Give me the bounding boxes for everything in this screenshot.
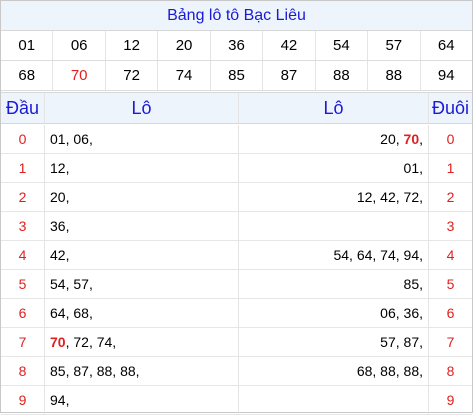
cell-lo-right: 20, 70,: [239, 125, 429, 153]
table-title: Bảng lô tô Bạc Liêu: [1, 1, 472, 31]
cell-duoi: 2: [446, 189, 455, 205]
cell-dau: 0: [1, 125, 45, 153]
number-cell: 54: [316, 31, 369, 60]
number-cell: 87: [263, 61, 316, 90]
cell-duoi: 8: [446, 363, 455, 379]
cell-lo-left: 85, 87, 88, 88,: [45, 357, 239, 385]
number-cell: 68: [1, 61, 54, 90]
number-cell: 70: [53, 61, 106, 90]
number-cell: 12: [106, 31, 159, 60]
cell-dau: 1: [1, 154, 45, 182]
cell-duoi: 7: [446, 334, 455, 350]
cell-lo-left: 94,: [45, 386, 239, 414]
table-row: 9 94, 9: [1, 386, 472, 415]
cell-duoi: 3: [446, 218, 455, 234]
header-lo-left: Lô: [45, 93, 239, 123]
table-row: 5 54, 57, 85, 5: [1, 270, 472, 299]
cell-lo-left: 70, 72, 74,: [45, 328, 239, 356]
cell-duoi: 4: [446, 247, 455, 263]
cell-dau: 5: [1, 270, 45, 298]
cell-lo-left: 01, 06,: [45, 125, 239, 153]
cell-lo-right: 57, 87,: [239, 328, 429, 356]
number-cell: 42: [263, 31, 316, 60]
header-dau: Đầu: [1, 93, 45, 123]
cell-lo-left: 54, 57,: [45, 270, 239, 298]
number-cell: 74: [158, 61, 211, 90]
cell-dau: 6: [1, 299, 45, 327]
table-row: 7 70, 72, 74, 57, 87, 7: [1, 328, 472, 357]
table-row: 4 42, 54, 64, 74, 94, 4: [1, 241, 472, 270]
cell-duoi: 6: [446, 305, 455, 321]
number-cell: 64: [437, 37, 455, 54]
number-cell: 88: [368, 61, 421, 90]
cell-lo-right: [239, 212, 429, 240]
number-cell: 88: [316, 61, 369, 90]
cell-dau: 7: [1, 328, 45, 356]
cell-lo-right: [239, 386, 429, 414]
cell-lo-right: 54, 64, 74, 94,: [239, 241, 429, 269]
number-cell: 57: [368, 31, 421, 60]
cell-duoi: 5: [446, 276, 455, 292]
cell-lo-left: 64, 68,: [45, 299, 239, 327]
table-row: 1 12, 01, 1: [1, 154, 472, 183]
cell-duoi: 9: [446, 392, 455, 408]
highlight-number: 70: [50, 334, 66, 350]
cell-duoi: 0: [446, 131, 455, 147]
table-row: 0 01, 06, 20, 70, 0: [1, 125, 472, 154]
number-cell: 36: [211, 31, 264, 60]
cell-dau: 8: [1, 357, 45, 385]
cell-lo-right: 06, 36,: [239, 299, 429, 327]
number-cell: 06: [53, 31, 106, 60]
cell-duoi: 1: [446, 160, 455, 176]
table-row: 8 85, 87, 88, 88, 68, 88, 88, 8: [1, 357, 472, 386]
number-cell: 20: [158, 31, 211, 60]
cell-lo-left: 42,: [45, 241, 239, 269]
cell-lo-right: 68, 88, 88,: [239, 357, 429, 385]
number-cell: 01: [1, 31, 54, 60]
table-row: 6 64, 68, 06, 36, 6: [1, 299, 472, 328]
cell-lo-left: 12,: [45, 154, 239, 182]
numbers-row-2: 68 70 72 74 85 87 88 88 94: [1, 61, 472, 91]
cell-dau: 9: [1, 386, 45, 414]
cell-lo-left: 36,: [45, 212, 239, 240]
header-duoi: Đuôi: [431, 98, 470, 118]
number-cell: 94: [437, 67, 455, 84]
highlight-number: 70: [403, 131, 420, 147]
table-header: Đầu Lô Lô Đuôi: [1, 92, 472, 124]
table-row: 3 36, 3: [1, 212, 472, 241]
cell-dau: 2: [1, 183, 45, 211]
table-row: 2 20, 12, 42, 72, 2: [1, 183, 472, 212]
cell-lo-right: 85,: [239, 270, 429, 298]
cell-dau: 3: [1, 212, 45, 240]
cell-dau: 4: [1, 241, 45, 269]
cell-lo-right: 01,: [239, 154, 429, 182]
cell-lo-right: 12, 42, 72,: [239, 183, 429, 211]
cell-lo-left: 20,: [45, 183, 239, 211]
numbers-row-1: 01 06 12 20 36 42 54 57 64: [1, 31, 472, 61]
number-cell: 85: [211, 61, 264, 90]
number-cell: 72: [106, 61, 159, 90]
header-lo-right: Lô: [239, 93, 429, 123]
